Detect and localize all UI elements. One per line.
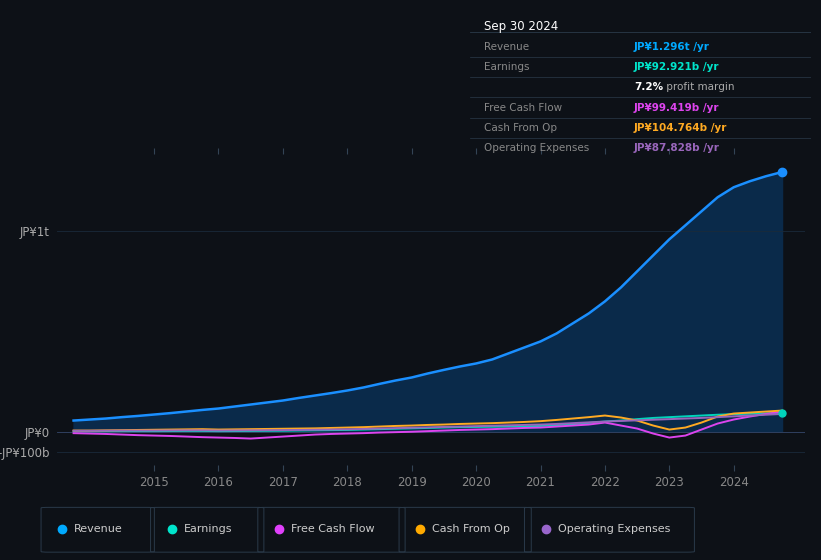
Text: Earnings: Earnings	[184, 524, 232, 534]
Text: Cash From Op: Cash From Op	[433, 524, 510, 534]
Text: Cash From Op: Cash From Op	[484, 123, 557, 133]
Text: Operating Expenses: Operating Expenses	[484, 143, 589, 153]
Text: JP¥87.828b /yr: JP¥87.828b /yr	[634, 143, 720, 153]
Text: Revenue: Revenue	[74, 524, 123, 534]
Text: Free Cash Flow: Free Cash Flow	[291, 524, 374, 534]
Text: Operating Expenses: Operating Expenses	[557, 524, 670, 534]
Text: Sep 30 2024: Sep 30 2024	[484, 20, 558, 34]
Text: profit margin: profit margin	[663, 82, 735, 92]
Text: Revenue: Revenue	[484, 42, 530, 52]
Text: Earnings: Earnings	[484, 62, 530, 72]
Text: JP¥92.921b /yr: JP¥92.921b /yr	[634, 62, 719, 72]
Text: Free Cash Flow: Free Cash Flow	[484, 102, 562, 113]
Text: JP¥99.419b /yr: JP¥99.419b /yr	[634, 102, 719, 113]
Text: JP¥104.764b /yr: JP¥104.764b /yr	[634, 123, 727, 133]
Text: JP¥1.296t /yr: JP¥1.296t /yr	[634, 42, 710, 52]
Text: 7.2%: 7.2%	[634, 82, 663, 92]
